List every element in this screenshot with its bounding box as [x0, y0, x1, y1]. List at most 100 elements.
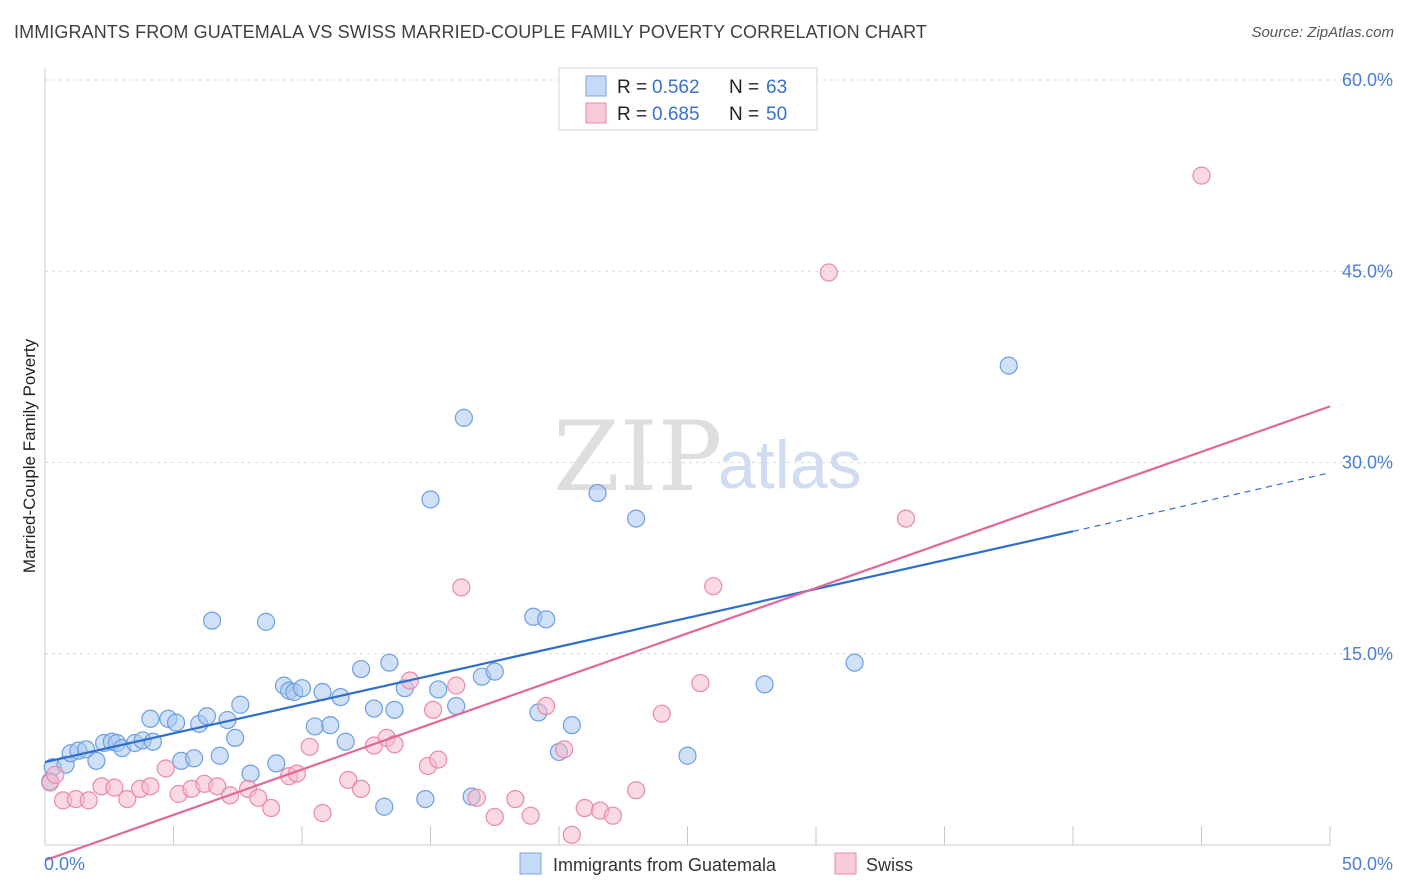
data-point-swiss [429, 750, 448, 769]
grid-lines [45, 79, 1392, 655]
data-point-swiss [208, 777, 227, 796]
source-label: Source: ZipAtlas.com [1251, 24, 1394, 41]
data-point-guatemala [202, 611, 222, 630]
legend-box: R = 0.562 N = 63 R = 0.685 N = 50 [558, 67, 818, 131]
bottom-legend-swatch-guatemala [519, 852, 542, 875]
data-point-swiss [452, 578, 471, 597]
x-axis-ticks [44, 826, 1331, 845]
data-point-swiss [467, 788, 486, 807]
data-point-guatemala [184, 749, 204, 768]
legend-r-label-2: R = [617, 104, 647, 125]
bottom-legend-label-guatemala: Immigrants from Guatemala [553, 855, 777, 875]
data-point-guatemala [537, 610, 556, 629]
data-point-swiss [339, 770, 358, 790]
data-point-guatemala [429, 680, 448, 699]
chart-title: IMMIGRANTS FROM GUATEMALA VS SWISS MARRI… [14, 22, 928, 42]
series-guatemala-points [41, 356, 1018, 816]
data-point-guatemala [678, 746, 697, 765]
legend-r-value-1: 0.562 [652, 77, 700, 98]
data-point-guatemala [292, 679, 312, 698]
data-point-swiss [300, 737, 319, 756]
data-point-guatemala [197, 707, 217, 726]
y-tick-label: 15.0% [1342, 644, 1393, 664]
legend-n-label-2: N = [729, 104, 759, 125]
data-point-swiss [105, 778, 124, 797]
data-point-guatemala [626, 509, 646, 528]
x-tick-label-max: 50.0% [1342, 854, 1393, 874]
data-point-guatemala [421, 490, 440, 509]
data-point-guatemala [321, 716, 340, 735]
data-point-swiss [652, 704, 671, 723]
watermark-zip: ZIP [553, 401, 722, 513]
data-point-swiss [249, 788, 268, 807]
trend-lines [44, 405, 1331, 862]
data-point-swiss [313, 804, 332, 823]
data-point-swiss [555, 740, 574, 759]
data-point-guatemala [231, 695, 250, 714]
data-point-guatemala [999, 356, 1018, 375]
data-point-swiss [521, 806, 540, 825]
y-tick-label: 45.0% [1342, 261, 1393, 281]
data-point-guatemala [166, 713, 186, 732]
bottom-legend: Immigrants from Guatemala Swiss [519, 852, 913, 875]
data-point-swiss [46, 765, 65, 784]
legend-n-value-1: 63 [766, 77, 787, 98]
data-point-swiss [118, 789, 137, 809]
y-tick-label: 30.0% [1342, 453, 1393, 473]
data-point-swiss [603, 806, 623, 825]
data-point-guatemala [352, 659, 371, 679]
data-point-swiss [626, 781, 646, 800]
data-point-guatemala [267, 754, 286, 773]
data-point-guatemala [336, 732, 355, 751]
data-point-guatemala [141, 709, 160, 728]
legend-r-label-1: R = [617, 77, 647, 98]
data-point-guatemala [845, 653, 864, 672]
data-point-guatemala [256, 612, 276, 631]
legend-n-label-1: N = [729, 77, 759, 98]
data-point-swiss [352, 779, 371, 799]
bottom-legend-swatch-swiss [834, 852, 857, 875]
y-axis-title: Married-Couple Family Poverty [20, 338, 39, 573]
data-point-swiss [447, 676, 466, 695]
watermark: ZIP atlas [553, 401, 862, 513]
data-point-swiss [79, 791, 98, 810]
data-point-swiss [704, 577, 723, 596]
data-point-guatemala [210, 746, 229, 765]
data-point-guatemala [755, 675, 774, 694]
data-point-guatemala [588, 484, 607, 503]
legend-r-value-2: 0.685 [652, 104, 700, 125]
data-point-guatemala [305, 717, 324, 736]
data-point-guatemala [241, 764, 260, 783]
bottom-legend-label-swiss: Swiss [866, 855, 913, 875]
data-point-swiss [819, 263, 838, 282]
y-axis-labels: 15.0% 30.0% 45.0% 60.0% [1342, 70, 1393, 664]
data-point-guatemala [562, 716, 581, 735]
data-point-swiss [141, 777, 160, 796]
data-point-swiss [506, 789, 525, 809]
data-point-swiss [156, 759, 175, 778]
data-point-guatemala [380, 653, 399, 672]
data-point-swiss [262, 798, 281, 818]
watermark-atlas: atlas [718, 427, 862, 503]
data-point-guatemala [454, 408, 474, 427]
data-point-guatemala [226, 728, 245, 748]
data-point-guatemala [375, 797, 394, 816]
legend-swatch-swiss [585, 102, 607, 124]
data-point-swiss [423, 700, 443, 719]
x-tick-label-min: 0.0% [44, 854, 85, 874]
legend-swatch-guatemala [585, 75, 607, 97]
data-point-swiss [691, 673, 710, 693]
data-point-guatemala [385, 700, 404, 719]
data-point-guatemala [87, 751, 106, 770]
data-point-guatemala [364, 699, 384, 718]
legend-n-value-2: 50 [766, 104, 787, 125]
data-point-swiss [537, 696, 556, 716]
data-point-swiss [896, 509, 916, 528]
data-point-guatemala [485, 662, 504, 681]
trend-line-guatemala-extension [1072, 472, 1331, 532]
trend-line-guatemala [44, 530, 1074, 764]
data-point-swiss [485, 807, 504, 827]
y-tick-label: 60.0% [1342, 70, 1393, 90]
data-point-swiss [562, 825, 581, 844]
